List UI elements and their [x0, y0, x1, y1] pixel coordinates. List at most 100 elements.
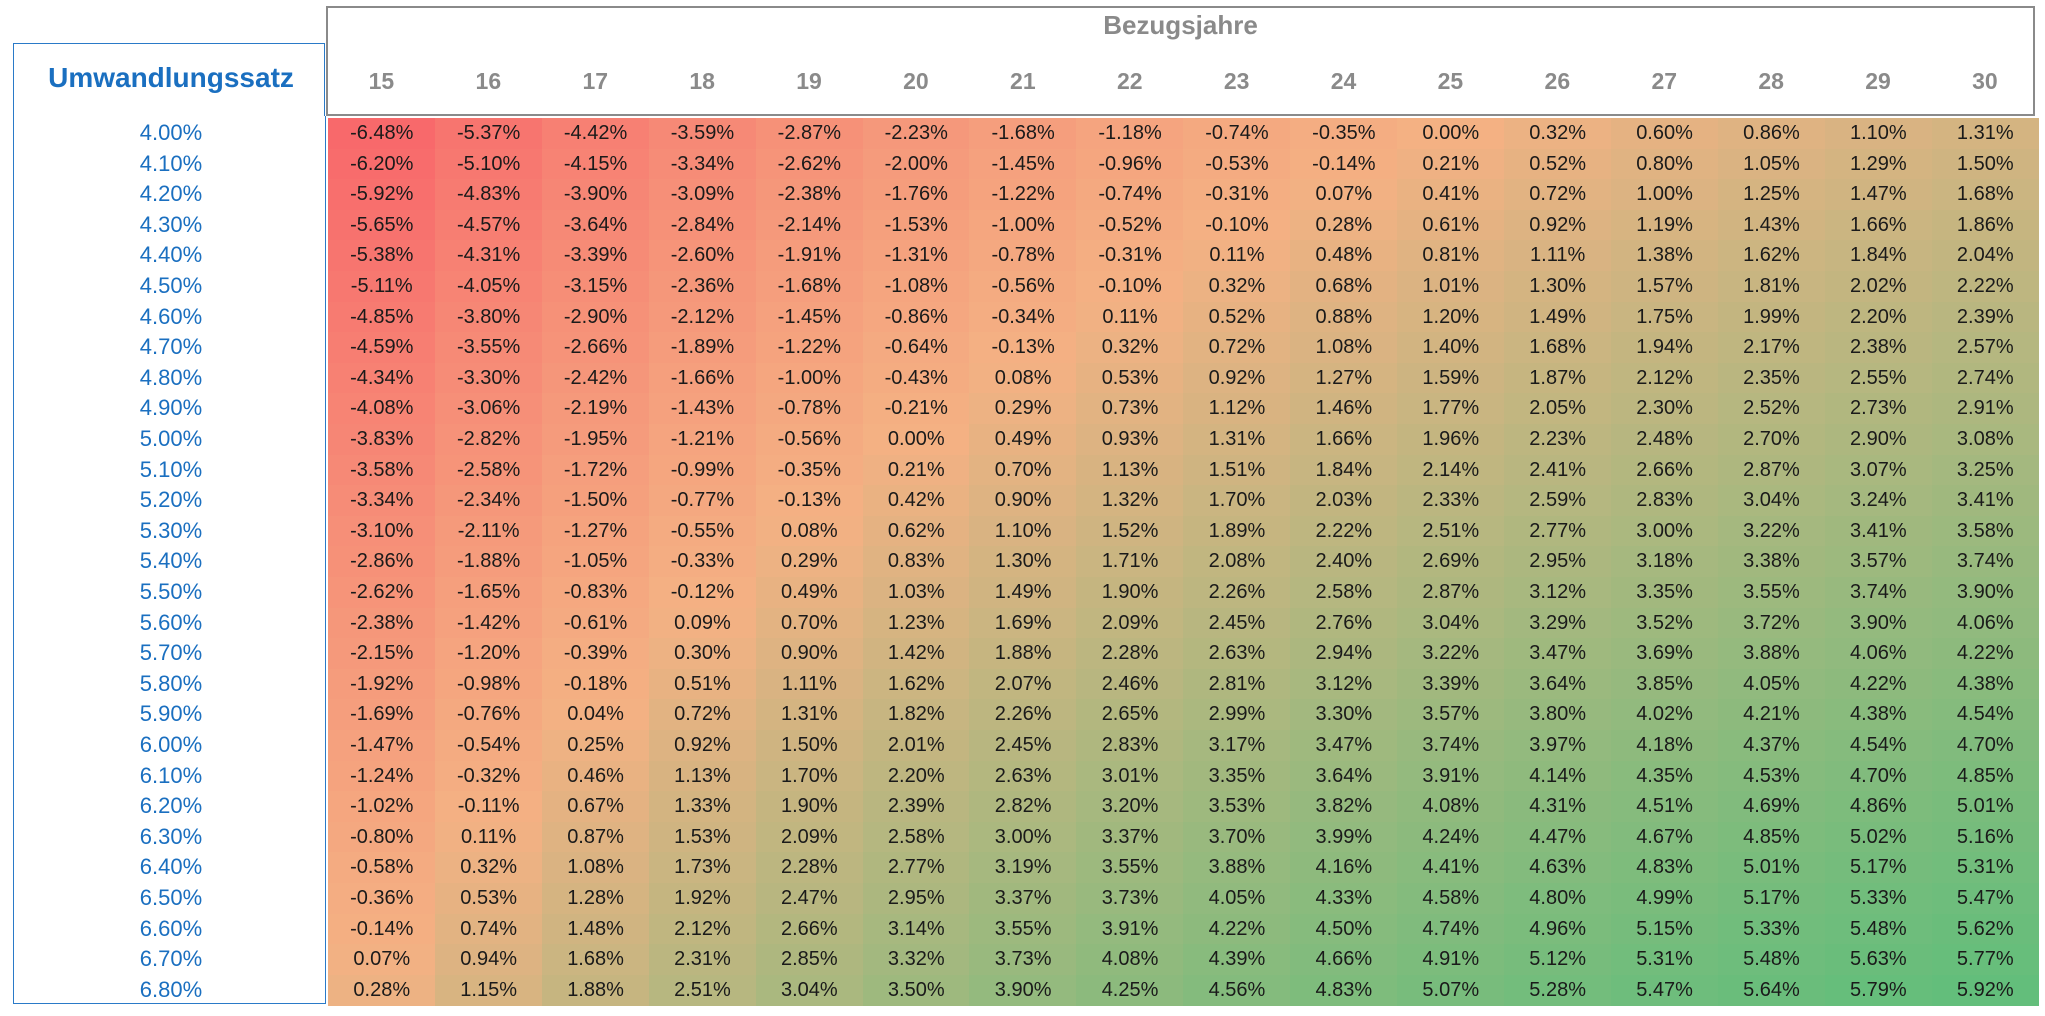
heatmap-cell: 3.08% [1931, 424, 2039, 456]
heatmap-cell: 5.17% [1824, 852, 1933, 884]
heatmap-cell: -0.74% [1076, 179, 1184, 211]
heatmap-cell: 5.63% [1824, 944, 1933, 976]
heatmap-cell: 1.08% [1290, 332, 1398, 364]
heatmap-cell: -2.86% [328, 546, 436, 578]
heatmap-cell: 3.35% [1183, 760, 1291, 792]
heatmap-cell: 0.92% [1183, 362, 1291, 394]
heatmap-cell: 3.74% [1931, 546, 2039, 578]
row-label: 6.00% [139, 732, 203, 757]
heatmap-cell: 4.50% [1290, 913, 1398, 945]
column-label: 23 [1223, 68, 1250, 94]
heatmap-cell: -4.57% [434, 209, 543, 241]
row-label-frame [13, 116, 326, 1004]
heatmap-cell: 0.29% [969, 393, 1077, 425]
heatmap-cell: -1.76% [862, 179, 970, 211]
heatmap-cell: -0.33% [648, 546, 757, 578]
heatmap-cell: -1.50% [541, 485, 650, 517]
heatmap-cell: 1.94% [1610, 332, 1719, 364]
heatmap-cell: 0.28% [328, 974, 436, 1006]
row-label: 4.00% [139, 120, 203, 145]
heatmap-cell: -0.12% [648, 577, 757, 609]
heatmap-cell: 3.55% [1717, 577, 1826, 609]
row-label: 4.70% [139, 334, 203, 360]
heatmap-cell: -5.38% [328, 240, 436, 272]
heatmap-cell: -4.05% [434, 271, 543, 303]
heatmap-cell: 0.51% [648, 668, 757, 700]
heatmap-cell: 0.09% [648, 607, 757, 639]
row-label: 6.20% [139, 793, 203, 819]
heatmap-cell: 2.09% [1076, 607, 1184, 639]
heatmap-cell: 0.92% [648, 730, 757, 762]
heatmap-cell: 1.88% [969, 638, 1077, 670]
heatmap-cell: -0.96% [1076, 148, 1184, 180]
heatmap-cell: 1.84% [1824, 240, 1933, 272]
heatmap-cell: 4.83% [1610, 852, 1719, 884]
heatmap-cell: 0.07% [328, 944, 436, 976]
heatmap-cell: 3.25% [1931, 454, 2039, 486]
heatmap-cell: 5.47% [1610, 974, 1719, 1006]
heatmap-cell: 1.01% [1397, 271, 1505, 303]
heatmap-cell: 3.64% [1290, 760, 1398, 792]
heatmap-cell: 4.33% [1290, 883, 1398, 915]
heatmap-cell: 2.05% [1503, 393, 1612, 425]
heatmap-cell: 4.37% [1717, 730, 1826, 762]
heatmap-cell: -0.64% [862, 332, 970, 364]
heatmap-cell: -0.56% [969, 271, 1077, 303]
heatmap-cell: 4.08% [1397, 791, 1505, 823]
heatmap-cell: -0.31% [1076, 240, 1184, 272]
heatmap-cell: -1.27% [541, 515, 650, 547]
heatmap-cell: 0.72% [1503, 179, 1612, 211]
heatmap-cell: -0.31% [1183, 179, 1291, 211]
heatmap-cell: 0.70% [969, 454, 1077, 486]
heatmap-cell: 3.19% [969, 852, 1077, 884]
heatmap-cell: -2.60% [648, 240, 757, 272]
row-label: 5.00% [139, 426, 203, 451]
heatmap-cell: 3.12% [1503, 577, 1612, 609]
heatmap-cell: 0.32% [1183, 271, 1291, 303]
heatmap-cell: 5.16% [1931, 821, 2039, 853]
heatmap-cell: 2.77% [862, 852, 970, 884]
heatmap-cell: -1.47% [328, 730, 436, 762]
heatmap-cell: 5.28% [1503, 974, 1612, 1006]
heatmap-cell: 2.22% [1931, 271, 2039, 303]
heatmap-cell: 3.99% [1290, 821, 1398, 853]
heatmap-cell: -1.05% [541, 546, 650, 578]
heatmap-cell: 1.33% [648, 791, 757, 823]
heatmap-cell: -0.10% [1183, 209, 1291, 241]
heatmap-cell: 2.90% [1824, 424, 1933, 456]
heatmap-cell: 0.86% [1717, 118, 1826, 150]
heatmap-cell: 3.82% [1290, 791, 1398, 823]
heatmap-cell: -4.31% [434, 240, 543, 272]
heatmap-cell: 0.21% [862, 454, 970, 486]
column-label: 19 [796, 68, 822, 94]
heatmap-cell: 2.41% [1503, 454, 1612, 486]
heatmap-cell: 5.01% [1931, 791, 2039, 823]
heatmap-cell: 1.59% [1397, 362, 1505, 394]
row-header-box [13, 43, 325, 116]
heatmap-cell: -1.00% [969, 209, 1077, 241]
heatmap-cell: -1.22% [969, 179, 1077, 211]
heatmap-cell: 1.82% [862, 699, 970, 731]
heatmap-cell: 4.06% [1931, 607, 2039, 639]
heatmap-cell: 2.23% [1503, 424, 1612, 456]
heatmap-cell: -0.98% [434, 668, 543, 700]
heatmap-cell: -1.24% [328, 760, 436, 792]
heatmap-cell: -1.88% [434, 546, 543, 578]
heatmap-cell: 1.87% [1503, 362, 1612, 394]
heatmap-cell: -0.32% [434, 760, 543, 792]
heatmap-cell: -0.39% [541, 638, 650, 670]
heatmap-cell: 4.56% [1183, 974, 1291, 1006]
heatmap-cell: 1.52% [1076, 515, 1184, 547]
heatmap-cell: 3.69% [1610, 638, 1719, 670]
heatmap-cell: 4.38% [1824, 699, 1933, 731]
row-label: 6.60% [139, 915, 203, 941]
heatmap-cell: -1.22% [755, 332, 864, 364]
heatmap-cell: -2.84% [648, 209, 757, 241]
heatmap-cell: 4.86% [1824, 791, 1933, 823]
row-label: 4.30% [139, 211, 203, 237]
heatmap-cell: 0.88% [1290, 301, 1398, 333]
heatmap-cell: -5.65% [328, 209, 436, 241]
heatmap-cell: 1.81% [1717, 271, 1826, 303]
row-label: 5.10% [139, 456, 203, 482]
heatmap-cell: 0.11% [434, 821, 543, 853]
